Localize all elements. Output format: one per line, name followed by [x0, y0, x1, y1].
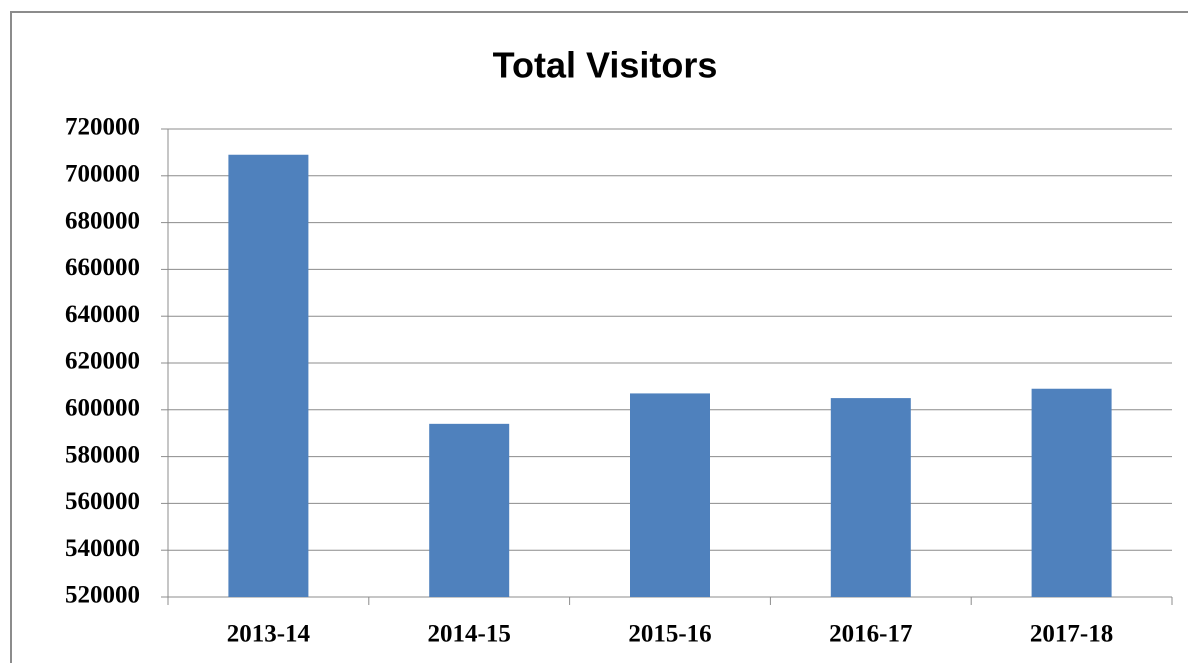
bar — [630, 393, 710, 597]
bar — [830, 398, 911, 597]
bar — [1031, 388, 1112, 597]
y-tick-label: 720000 — [65, 114, 140, 141]
y-tick-label: 680000 — [65, 207, 140, 234]
y-tick-label: 620000 — [65, 348, 140, 375]
bar — [429, 423, 510, 597]
chart-title: Total Visitors — [493, 45, 718, 86]
y-tick-label: 580000 — [65, 441, 140, 468]
x-tick-label: 2013-14 — [227, 621, 311, 648]
x-tick-label: 2016-17 — [829, 621, 912, 648]
y-tick-label: 600000 — [65, 395, 140, 422]
y-tick-label: 520000 — [65, 582, 140, 609]
x-tick-label: 2017-18 — [1030, 621, 1113, 648]
x-tick-label: 2014-15 — [428, 621, 511, 648]
y-tick-label: 660000 — [65, 254, 140, 281]
bar — [228, 154, 309, 598]
x-tick-label: 2015-16 — [628, 621, 711, 648]
y-tick-label: 700000 — [65, 161, 140, 188]
y-tick-label: 540000 — [65, 535, 140, 562]
y-tick-label: 560000 — [65, 488, 140, 515]
y-tick-label: 640000 — [65, 301, 140, 328]
chart-frame — [10, 11, 1188, 663]
